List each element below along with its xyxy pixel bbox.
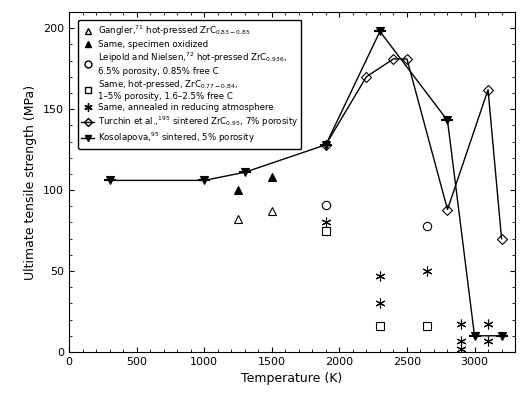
Legend: Gangler,$^{71}$ hot-pressed ZrC$_{0.83-0.85}$, Same, specimen oxidized, Leipold : Gangler,$^{71}$ hot-pressed ZrC$_{0.83-0… — [78, 20, 301, 149]
Y-axis label: Ultimate tensile strength (MPa): Ultimate tensile strength (MPa) — [24, 84, 38, 280]
X-axis label: Temperature (K): Temperature (K) — [242, 372, 342, 386]
